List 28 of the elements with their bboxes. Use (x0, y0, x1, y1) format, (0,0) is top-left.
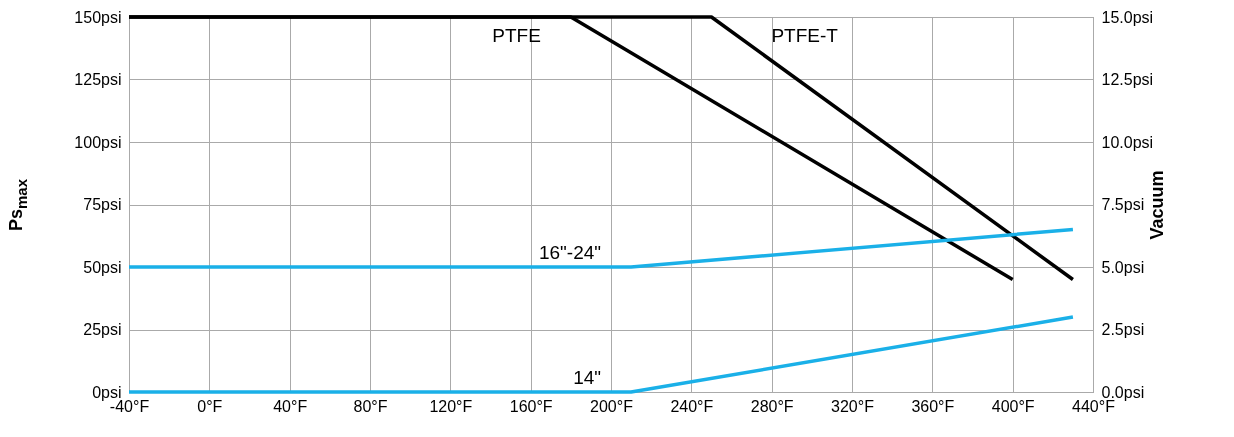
y2-tick-label: 15.0psi (1101, 8, 1154, 26)
series-label: PTFE (492, 25, 541, 46)
x-tick-label: 400°F (991, 397, 1035, 415)
x-tick-label: 80°F (353, 397, 388, 415)
x-tick-label: 40°F (273, 397, 308, 415)
series-label: 14" (573, 367, 602, 388)
y2-axis-title: Vacuum (1147, 170, 1168, 240)
x-tick-label: 320°F (831, 397, 875, 415)
x-tick-label: 160°F (509, 397, 553, 415)
y-tick-label: 150psi (74, 8, 122, 26)
y2-tick-label: 2.5psi (1101, 321, 1145, 338)
y-tick-label: 50psi (83, 258, 122, 276)
x-tick-label: 360°F (911, 397, 955, 415)
y2-tick-label: 12.5psi (1101, 71, 1154, 88)
series-label: 16"-24" (538, 242, 602, 263)
y-tick-label: 75psi (83, 196, 122, 213)
x-tick-label: 240°F (670, 397, 714, 415)
series-label: PTFE-T (771, 25, 839, 46)
y-tick-label: 100psi (74, 133, 122, 151)
x-tick-label: 120°F (429, 397, 473, 415)
y2-tick-label: 7.5psi (1101, 196, 1145, 213)
x-tick-label: 0°F (197, 397, 223, 415)
y2-tick-label: 5.0psi (1101, 258, 1145, 276)
x-tick-label: 280°F (750, 397, 794, 415)
y-tick-label: 25psi (83, 321, 122, 338)
y-tick-label: 125psi (74, 71, 122, 88)
y2-tick-label: 10.0psi (1101, 133, 1154, 151)
x-tick-label: 200°F (590, 397, 634, 415)
